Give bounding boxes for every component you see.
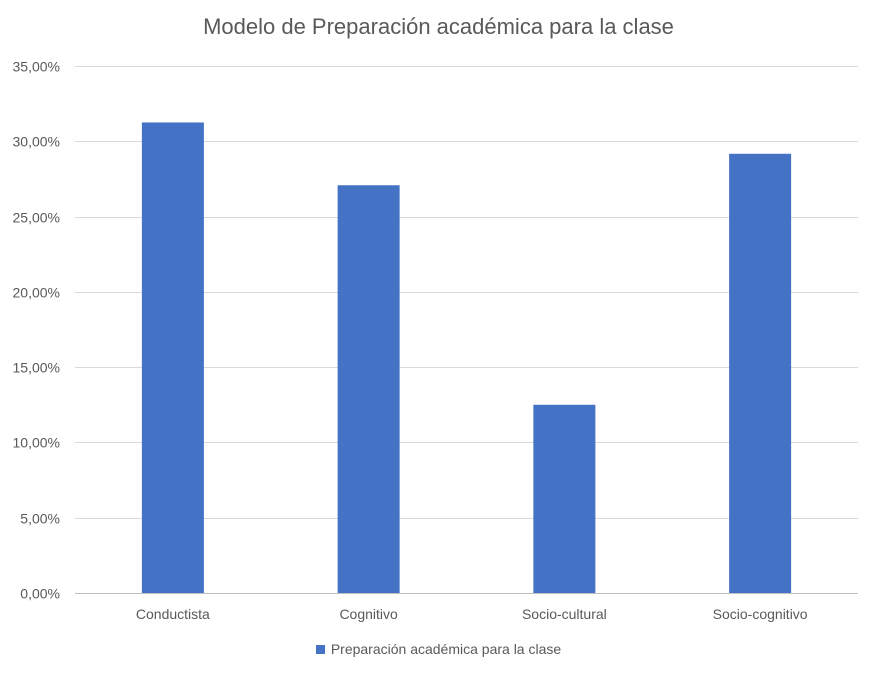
y-tick-label: 35,00% [13, 59, 60, 75]
chart-title: Modelo de Preparación académica para la … [203, 14, 674, 39]
x-tick-label: Socio-cognitivo [713, 606, 808, 622]
y-tick-label: 20,00% [13, 285, 60, 301]
bar-socio-cultural [533, 404, 596, 593]
x-tick-label: Socio-cultural [522, 606, 607, 622]
bar-cognitivo [337, 185, 400, 594]
x-tick-label: Cognitivo [339, 606, 398, 622]
y-tick-label: 5,00% [20, 511, 60, 527]
legend-label: Preparación académica para la clase [330, 641, 562, 657]
bar-conductista [141, 122, 204, 593]
legend-swatch [315, 644, 325, 654]
bar-socio-cognitivo [729, 153, 792, 593]
chart-legend: Preparación académica para la clase [0, 641, 877, 657]
y-tick-label: 30,00% [13, 134, 60, 150]
y-tick-label: 0,00% [20, 586, 60, 602]
y-tick-label: 10,00% [13, 435, 60, 451]
x-tick-label: Conductista [136, 606, 210, 622]
y-tick-label: 25,00% [13, 210, 60, 226]
y-tick-label: 15,00% [13, 360, 60, 376]
